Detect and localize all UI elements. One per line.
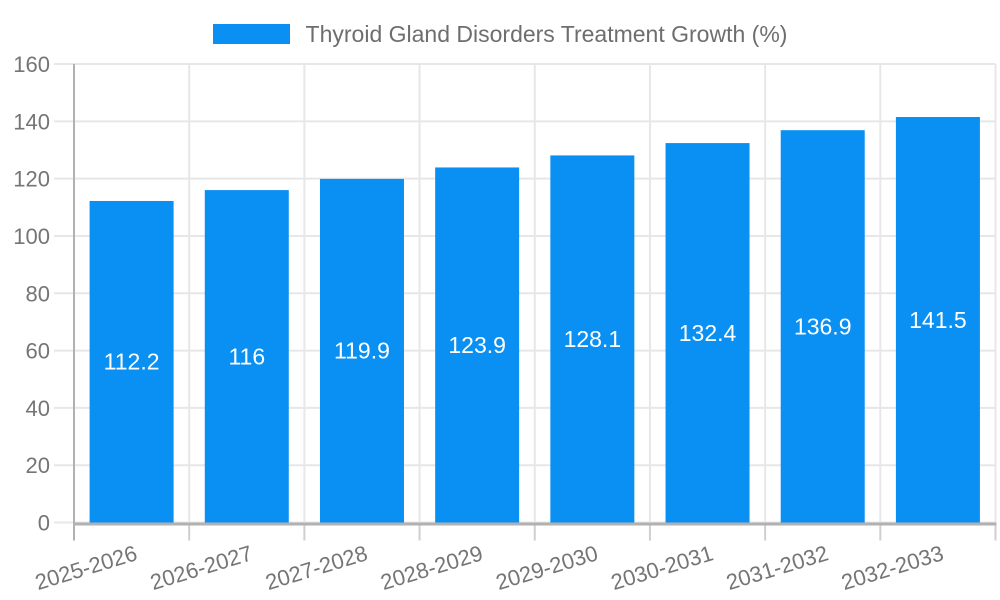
bar-value-label: 128.1 — [564, 326, 622, 352]
legend-swatch-icon — [212, 24, 290, 44]
bar-value-label: 132.4 — [679, 320, 737, 346]
x-tick-label: 2028-2029 — [378, 540, 486, 595]
bar-value-label: 141.5 — [909, 307, 967, 333]
x-tick-label: 2031-2032 — [723, 540, 831, 595]
y-tick-label: 80 — [26, 281, 50, 306]
x-tick-label: 2029-2030 — [493, 540, 601, 595]
bar[interactable] — [780, 130, 865, 523]
x-tick-label: 2025-2026 — [32, 540, 140, 595]
y-tick-label: 0 — [38, 511, 50, 536]
x-tick-label: 2027-2028 — [263, 540, 371, 595]
bar[interactable] — [550, 155, 635, 523]
x-tick-label: 2032-2033 — [838, 540, 946, 595]
bar-value-label: 119.9 — [334, 338, 390, 364]
y-tick-label: 40 — [26, 396, 50, 421]
x-tick-label: 2026-2027 — [147, 540, 255, 595]
bar[interactable] — [89, 200, 174, 523]
y-tick-label: 120 — [13, 167, 50, 192]
bar[interactable] — [895, 117, 980, 523]
legend: Thyroid Gland Disorders Treatment Growth… — [0, 12, 1000, 56]
bar[interactable] — [204, 190, 289, 523]
bar-value-label: 136.9 — [794, 313, 852, 339]
y-tick-label: 140 — [13, 109, 50, 134]
y-tick-label: 100 — [13, 224, 50, 249]
legend-item[interactable]: Thyroid Gland Disorders Treatment Growth… — [212, 20, 788, 48]
bar[interactable] — [435, 167, 520, 523]
bar-value-label: 123.9 — [448, 332, 506, 358]
bar-value-label: 112.2 — [104, 349, 160, 375]
bar-value-label: 116 — [228, 343, 265, 369]
y-tick-label: 60 — [26, 339, 50, 364]
x-tick-label: 2030-2031 — [608, 540, 716, 595]
bar[interactable] — [665, 143, 750, 523]
legend-label: Thyroid Gland Disorders Treatment Growth… — [305, 20, 788, 47]
bar[interactable] — [319, 178, 404, 523]
y-tick-label: 20 — [26, 453, 50, 478]
y-tick-label: 160 — [13, 52, 50, 77]
